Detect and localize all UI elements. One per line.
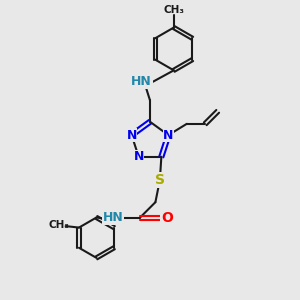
Text: S: S — [155, 173, 165, 187]
Text: N: N — [126, 129, 137, 142]
Text: HN: HN — [103, 211, 124, 224]
Text: N: N — [163, 129, 174, 142]
Text: N: N — [134, 150, 144, 163]
Text: HN: HN — [131, 75, 152, 88]
Text: CH₃: CH₃ — [163, 5, 184, 15]
Text: CH₃: CH₃ — [49, 220, 70, 230]
Text: O: O — [161, 211, 172, 225]
